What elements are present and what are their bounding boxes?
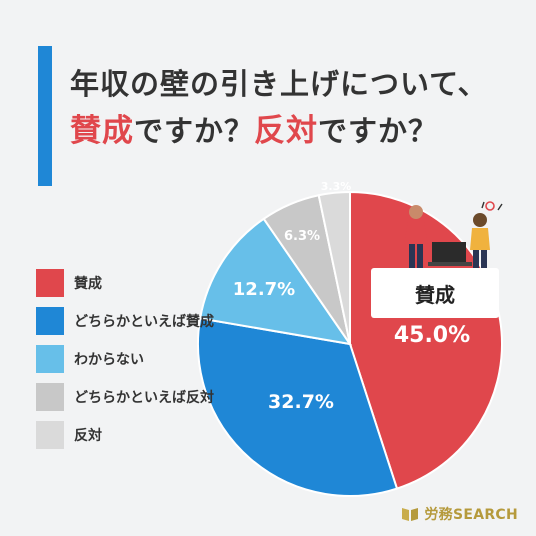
slice-value-label-4: 6.3% xyxy=(284,229,320,244)
legend-item-3: わからない xyxy=(36,344,214,374)
pie-slice-2 xyxy=(197,317,399,497)
title-line-1: 年収の壁の引き上げについて、 xyxy=(70,67,488,101)
spark-line-1 xyxy=(481,201,485,209)
slice-value-label-3: 12.7% xyxy=(233,279,295,300)
listener-leg-right xyxy=(481,250,487,270)
desk-shape xyxy=(428,262,472,266)
listener-head xyxy=(473,213,487,227)
slice-value-label-2: 32.7% xyxy=(268,391,334,413)
support-callout: 賛成 xyxy=(371,268,499,318)
listener-leg-left xyxy=(473,250,479,270)
legend-item-1: 賛成 xyxy=(36,268,214,298)
legend-label: 反対 xyxy=(74,428,102,444)
slice-value-label-1: 45.0% xyxy=(394,323,470,348)
legend-label: どちらかといえば賛成 xyxy=(74,314,214,330)
legend-swatch xyxy=(36,345,64,373)
legend-label: どちらかといえば反対 xyxy=(74,390,214,406)
legend-item-5: 反対 xyxy=(36,420,214,450)
presenter-leg-left xyxy=(409,244,415,270)
title-accent-bar xyxy=(38,46,52,186)
legend-label: わからない xyxy=(74,352,144,368)
laptop-shape xyxy=(432,242,466,264)
brand-name: 労務SEARCH xyxy=(424,507,518,523)
pie-slice-3 xyxy=(199,217,353,346)
spark-line-2 xyxy=(497,203,503,211)
legend-swatch xyxy=(36,383,64,411)
pie-slice-5 xyxy=(317,190,351,345)
legend-swatch xyxy=(36,421,64,449)
listener-body xyxy=(470,228,490,250)
book-icon xyxy=(402,508,419,521)
legend-swatch xyxy=(36,307,64,335)
title-question-2: ですか？ xyxy=(318,113,439,148)
title-line-2: 賛成ですか？反対ですか？ xyxy=(70,107,510,155)
presenter-body xyxy=(404,220,428,244)
chart-legend: 賛成どちらかといえば賛成 わからないどちらかといえば反対 反対 xyxy=(36,268,214,458)
chart-title: 年収の壁の引き上げについて、 賛成ですか？反対ですか？ xyxy=(70,62,510,155)
idea-circle xyxy=(485,201,495,211)
presenter-head xyxy=(409,205,423,219)
people-illustration xyxy=(404,201,503,270)
slice-value-label-5: 3.3% xyxy=(321,180,352,193)
legend-item-2: どちらかといえば賛成 xyxy=(36,306,214,336)
legend-swatch xyxy=(36,269,64,297)
title-oppose-word: 反対 xyxy=(254,112,319,149)
legend-item-4: どちらかといえば反対 xyxy=(36,382,214,412)
legend-label: 賛成 xyxy=(74,276,102,292)
title-question-1: ですか？ xyxy=(134,113,255,148)
title-support-word: 賛成 xyxy=(70,112,134,149)
pie-slice-1 xyxy=(349,190,503,490)
brand-logo: 労務SEARCH xyxy=(401,504,518,524)
presenter-leg-right xyxy=(417,244,423,270)
